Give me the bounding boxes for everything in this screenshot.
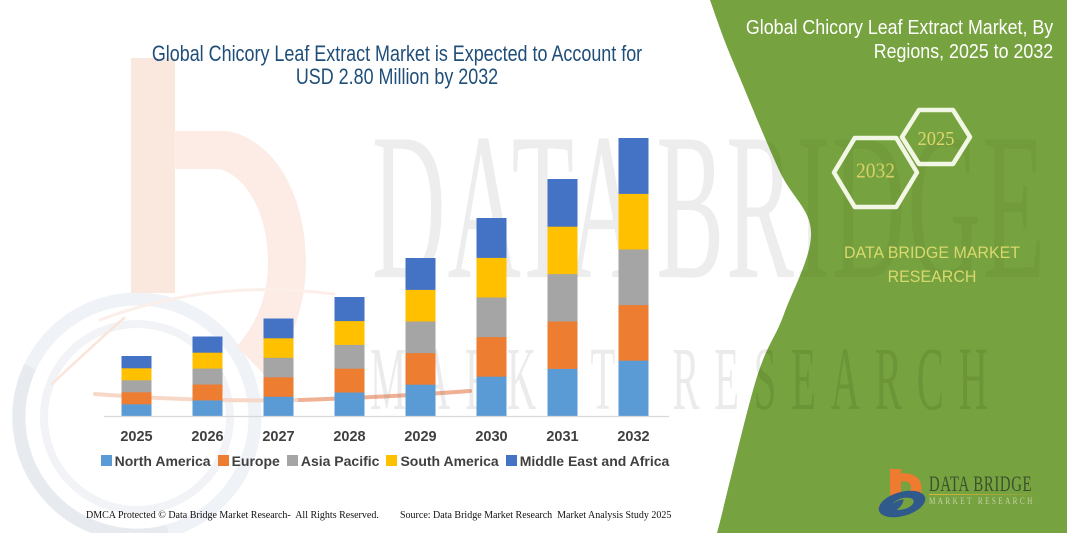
svg-text:2032: 2032 bbox=[856, 159, 895, 183]
svg-text:2025: 2025 bbox=[918, 128, 955, 150]
